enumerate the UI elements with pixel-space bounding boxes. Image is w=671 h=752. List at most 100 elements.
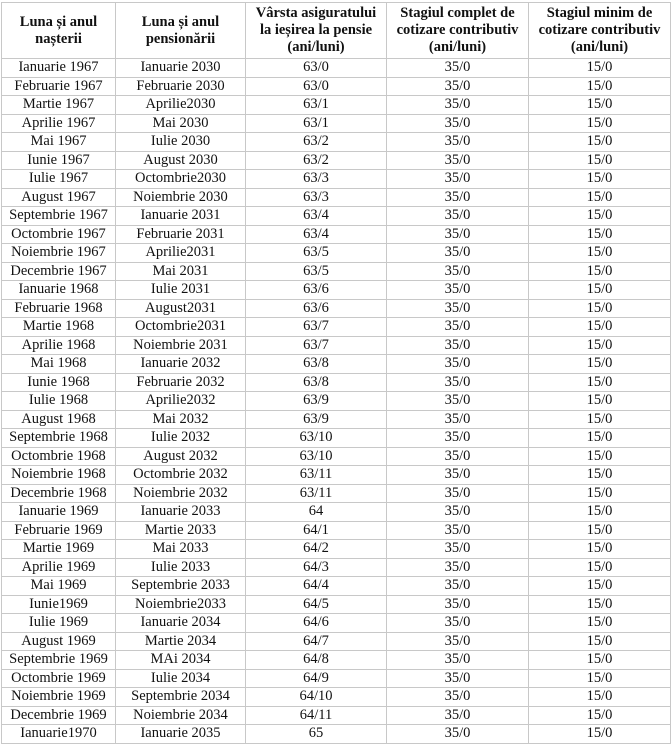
table-row: Decembrie 1967 Mai 2031 63/5 35/0 15/0 (1, 261, 671, 281)
cell-full-contribution-period: 35/0 (386, 409, 529, 429)
table-row: Iulie 1969 Ianuarie 2034 64/6 35/0 15/0 (1, 613, 671, 633)
cell-retirement-month-year: Mai 2032 (115, 409, 246, 429)
cell-retirement-age: 63/7 (245, 335, 387, 355)
cell-full-contribution-period: 35/0 (386, 132, 529, 152)
table-row: August 1968 Mai 2032 63/9 35/0 15/0 (1, 409, 671, 429)
table-row: Decembrie 1969 Noiembrie 2034 64/11 35/0 15/… (1, 705, 671, 725)
cell-minimum-contribution-period: 15/0 (528, 724, 671, 744)
cell-minimum-contribution-period: 15/0 (528, 224, 671, 244)
cell-retirement-age: 64/11 (245, 705, 387, 725)
cell-minimum-contribution-period: 15/0 (528, 409, 671, 429)
cell-minimum-contribution-period: 15/0 (528, 243, 671, 263)
table-row: Februarie 1967 Februarie 2030 63/0 35/0 15/0 (1, 76, 671, 96)
table-row: Aprilie 1967 Mai 2030 63/1 35/0 15/0 (1, 113, 671, 133)
cell-full-contribution-period: 35/0 (386, 354, 529, 374)
cell-minimum-contribution-period: 15/0 (528, 187, 671, 207)
cell-retirement-month-year: Ianuarie 2031 (115, 206, 246, 226)
cell-full-contribution-period: 35/0 (386, 687, 529, 707)
cell-retirement-age: 64/6 (245, 613, 387, 633)
cell-birth-month-year: Februarie 1967 (1, 76, 116, 96)
header-line: Stagiul minim de (546, 5, 653, 21)
header-line: nașterii (35, 30, 82, 47)
cell-retirement-age: 63/3 (245, 169, 387, 189)
cell-retirement-age: 63/8 (245, 372, 387, 392)
cell-retirement-age: 64/5 (245, 594, 387, 614)
cell-full-contribution-period: 35/0 (386, 113, 529, 133)
cell-minimum-contribution-period: 15/0 (528, 150, 671, 170)
cell-retirement-month-year: Mai 2030 (115, 113, 246, 133)
cell-retirement-month-year: Noiembrie 2031 (115, 335, 246, 355)
cell-birth-month-year: Mai 1969 (1, 576, 116, 596)
cell-minimum-contribution-period: 15/0 (528, 594, 671, 614)
cell-minimum-contribution-period: 15/0 (528, 335, 671, 355)
cell-retirement-age: 65 (245, 724, 387, 744)
cell-minimum-contribution-period: 15/0 (528, 428, 671, 448)
cell-retirement-month-year: August 2030 (115, 150, 246, 170)
cell-minimum-contribution-period: 15/0 (528, 206, 671, 226)
header-retirement-month-year: Luna și anul pensionării (115, 2, 246, 59)
cell-retirement-month-year: Iulie 2030 (115, 132, 246, 152)
header-line: Luna și anul (19, 13, 98, 30)
cell-retirement-month-year: Octombrie 2032 (115, 465, 246, 485)
cell-minimum-contribution-period: 15/0 (528, 391, 671, 411)
cell-retirement-month-year: Mai 2031 (115, 261, 246, 281)
cell-retirement-age: 63/6 (245, 298, 387, 318)
table-row: Aprilie 1968 Noiembrie 2031 63/7 35/0 15/0 (1, 335, 671, 355)
cell-birth-month-year: Mai 1968 (1, 354, 116, 374)
header-line: pensionării (145, 30, 216, 47)
cell-minimum-contribution-period: 15/0 (528, 354, 671, 374)
cell-birth-month-year: Octombrie 1967 (1, 224, 116, 244)
cell-full-contribution-period: 35/0 (386, 668, 529, 688)
cell-retirement-month-year: Februarie 2032 (115, 372, 246, 392)
cell-birth-month-year: Septembrie 1967 (1, 206, 116, 226)
table-row: Octombrie 1968 August 2032 63/10 35/0 15/0 (1, 446, 671, 466)
table-row: Octombrie 1969 Iulie 2034 64/9 35/0 15/0 (1, 668, 671, 688)
cell-birth-month-year: Noiembrie 1969 (1, 687, 116, 707)
cell-birth-month-year: Iunie 1967 (1, 150, 116, 170)
cell-retirement-age: 63/5 (245, 261, 387, 281)
cell-retirement-month-year: Septembrie 2033 (115, 576, 246, 596)
table-row: Octombrie 1967 Februarie 2031 63/4 35/0 15/0 (1, 224, 671, 244)
cell-birth-month-year: Martie 1968 (1, 317, 116, 337)
table-row: Iunie 1968 Februarie 2032 63/8 35/0 15/0 (1, 372, 671, 392)
table-row: August 1967 Noiembrie 2030 63/3 35/0 15/0 (1, 187, 671, 207)
table-row: Iunie1969 Noiembrie2033 64/5 35/0 15/0 (1, 594, 671, 614)
cell-full-contribution-period: 35/0 (386, 76, 529, 96)
cell-birth-month-year: Februarie 1969 (1, 520, 116, 540)
cell-retirement-age: 63/8 (245, 354, 387, 374)
table-row: Mai 1969 Septembrie 2033 64/4 35/0 15/0 (1, 576, 671, 596)
cell-full-contribution-period: 35/0 (386, 317, 529, 337)
cell-birth-month-year: Ianuarie 1969 (1, 502, 116, 522)
cell-retirement-age: 64/9 (245, 668, 387, 688)
cell-retirement-age: 63/9 (245, 391, 387, 411)
cell-birth-month-year: Aprilie 1969 (1, 557, 116, 577)
cell-retirement-month-year: Ianuarie 2034 (115, 613, 246, 633)
cell-birth-month-year: August 1969 (1, 631, 116, 651)
cell-retirement-age: 64/1 (245, 520, 387, 540)
cell-full-contribution-period: 35/0 (386, 335, 529, 355)
table-row: Iulie 1967 Octombrie2030 63/3 35/0 15/0 (1, 169, 671, 189)
cell-retirement-month-year: Ianuarie 2030 (115, 58, 246, 78)
cell-retirement-month-year: Septembrie 2034 (115, 687, 246, 707)
header-line: Luna și anul (141, 13, 220, 30)
cell-birth-month-year: Mai 1967 (1, 132, 116, 152)
cell-birth-month-year: Noiembrie 1968 (1, 465, 116, 485)
table-row: Mai 1967 Iulie 2030 63/2 35/0 15/0 (1, 132, 671, 152)
cell-full-contribution-period: 35/0 (386, 705, 529, 725)
cell-retirement-month-year: Noiembrie 2032 (115, 483, 246, 503)
cell-retirement-age: 63/1 (245, 113, 387, 133)
cell-birth-month-year: Februarie 1968 (1, 298, 116, 318)
cell-retirement-age: 63/4 (245, 224, 387, 244)
cell-full-contribution-period: 35/0 (386, 520, 529, 540)
cell-full-contribution-period: 35/0 (386, 58, 529, 78)
cell-minimum-contribution-period: 15/0 (528, 650, 671, 670)
cell-full-contribution-period: 35/0 (386, 650, 529, 670)
cell-full-contribution-period: 35/0 (386, 724, 529, 744)
cell-retirement-age: 64/10 (245, 687, 387, 707)
table-row: Septembrie 1968 Iulie 2032 63/10 35/0 15/0 (1, 428, 671, 448)
header-line: (ani/luni) (287, 39, 345, 55)
cell-minimum-contribution-period: 15/0 (528, 705, 671, 725)
table-row: Ianuarie 1969 Ianuarie 2033 64 35/0 15/0 (1, 502, 671, 522)
cell-retirement-month-year: Ianuarie 2032 (115, 354, 246, 374)
cell-birth-month-year: Noiembrie 1967 (1, 243, 116, 263)
